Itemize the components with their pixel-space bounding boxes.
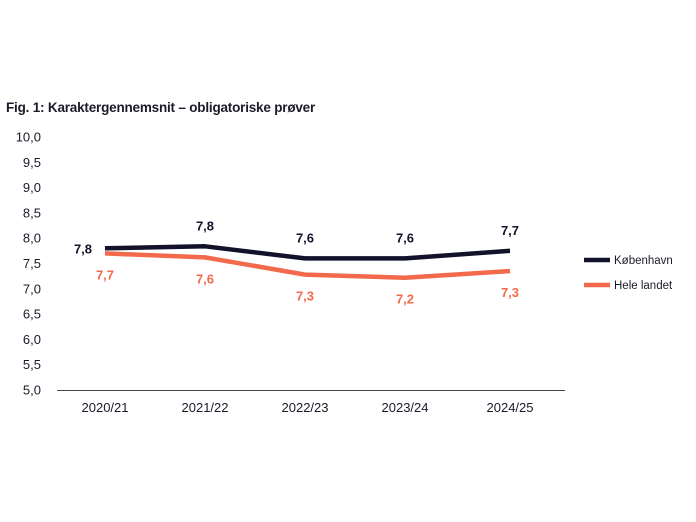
y-tick-label: 6,0 — [23, 332, 41, 347]
x-tick-label: 2024/25 — [487, 400, 534, 415]
x-tick-label: 2022/23 — [282, 400, 329, 415]
data-label-kobenhavn: 7,6 — [296, 230, 314, 245]
y-tick-label: 6,5 — [23, 307, 41, 322]
y-tick-label: 5,5 — [23, 357, 41, 372]
y-tick-label: 8,0 — [23, 231, 41, 246]
chart-title: Fig. 1: Karaktergennemsnit – obligatoris… — [6, 100, 316, 115]
y-axis-ticks: 5,0 5,5 6,0 6,5 7,0 7,5 8,0 8,5 9,0 9,5 10,0 — [16, 130, 41, 398]
data-label-hele-landet: 7,2 — [396, 292, 414, 307]
y-tick-label: 9,5 — [23, 155, 41, 170]
legend-label-kobenhavn: København — [614, 255, 673, 267]
x-tick-label: 2023/24 — [382, 400, 429, 415]
x-tick-label: 2020/21 — [82, 400, 129, 415]
legend-label-hele-landet: Hele landet — [614, 280, 673, 292]
x-tick-label: 2021/22 — [182, 400, 229, 415]
data-label-hele-landet: 7,3 — [501, 285, 519, 300]
series-line-hele-landet — [104, 251, 511, 280]
y-tick-label: 8,5 — [23, 205, 41, 220]
series-lines — [104, 244, 511, 280]
data-label-hele-landet: 7,7 — [96, 267, 114, 282]
data-label-hele-landet: 7,6 — [196, 271, 214, 286]
data-label-kobenhavn: 7,8 — [196, 218, 214, 233]
data-label-kobenhavn: 7,6 — [396, 230, 414, 245]
x-axis-ticks: 2020/21 2021/22 2022/23 2023/24 2024/25 — [82, 400, 534, 415]
y-tick-label: 10,0 — [16, 130, 41, 145]
series-line-kobenhavn — [104, 244, 511, 261]
data-labels: 7,8 7,8 7,6 7,6 7,7 7,7 7,6 7,3 7,2 7,3 — [74, 218, 519, 306]
y-tick-label: 5,0 — [23, 383, 41, 398]
y-tick-label: 7,0 — [23, 281, 41, 296]
legend: København Hele landet — [584, 255, 673, 292]
data-label-kobenhavn: 7,7 — [501, 223, 519, 238]
data-label-kobenhavn: 7,8 — [74, 241, 92, 256]
data-label-hele-landet: 7,3 — [296, 289, 314, 304]
y-tick-label: 9,0 — [23, 180, 41, 195]
y-tick-label: 7,5 — [23, 256, 41, 271]
